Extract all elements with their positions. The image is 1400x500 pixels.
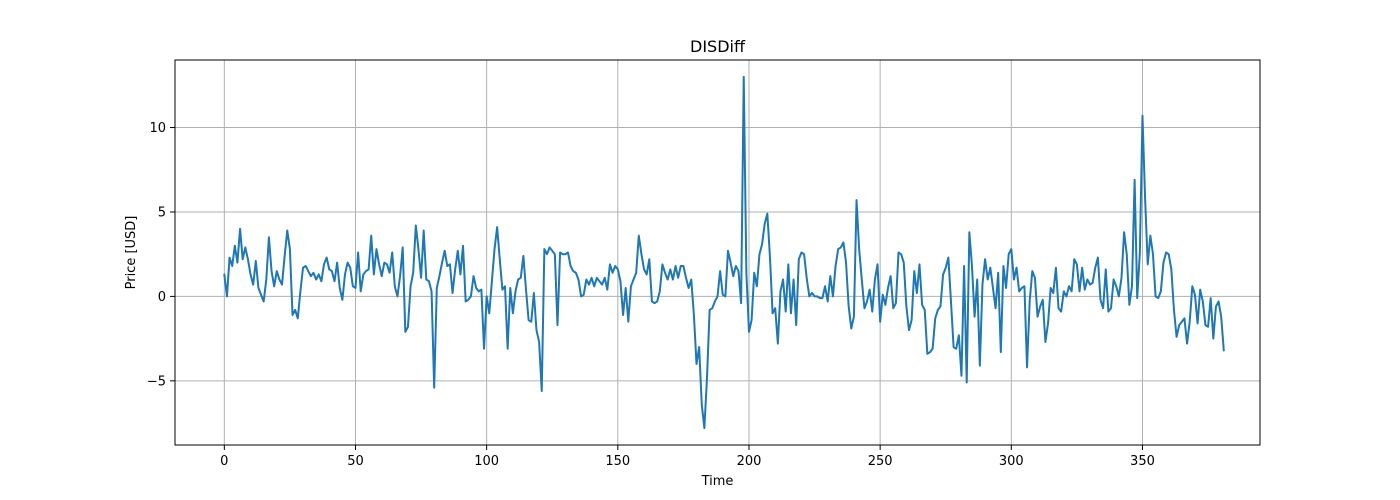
series-layer: [223, 75, 1225, 430]
y-tick-label: 0: [158, 290, 166, 305]
x-tick-label: 300: [999, 454, 1024, 469]
x-tick-label: 0: [220, 454, 228, 469]
x-tick-label: 100: [474, 454, 499, 469]
y-axis: −5 0 5 10: [147, 121, 175, 389]
chart-title: DISDiff: [690, 37, 746, 56]
x-tick-label: 350: [1130, 454, 1155, 469]
x-tick-label: 200: [737, 454, 762, 469]
x-tick-label: 50: [347, 454, 364, 469]
plot-frame: [174, 59, 1261, 446]
x-axis: 0 50 100 150 200 250 300 350: [220, 445, 1155, 469]
x-tick-label: 250: [868, 454, 893, 469]
y-tick-label: −5: [147, 374, 166, 389]
grid-lines: [175, 60, 1260, 445]
y-tick-label: 5: [158, 205, 166, 220]
x-tick-label: 150: [605, 454, 630, 469]
x-axis-label: Time: [701, 474, 734, 489]
series-line-disdiff: [223, 75, 1225, 430]
y-tick-label: 10: [149, 121, 166, 136]
y-axis-label: Price [USD]: [124, 216, 139, 290]
